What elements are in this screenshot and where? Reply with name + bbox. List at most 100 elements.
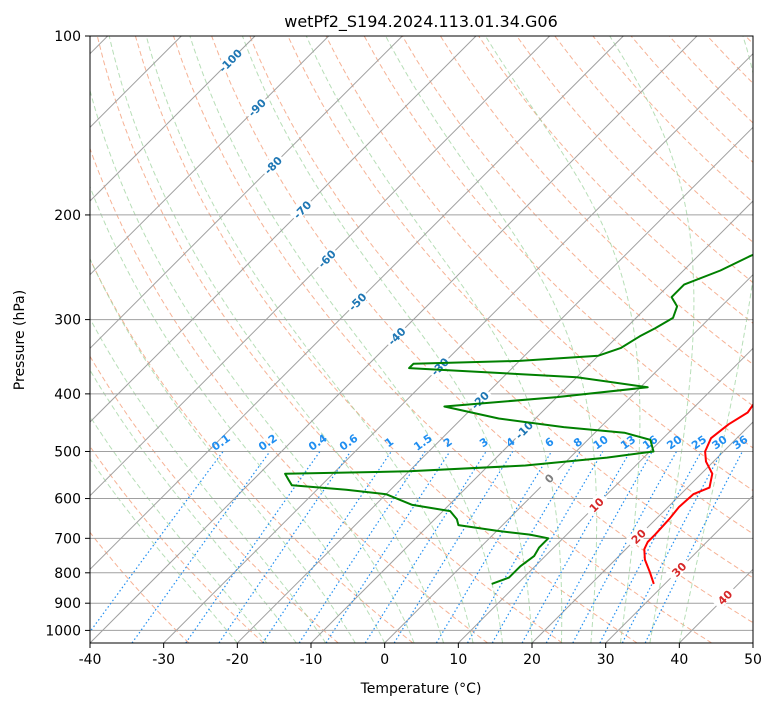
isotherm-line	[310, 200, 753, 643]
dry-adiabat	[363, 36, 753, 449]
isotherm-label-bg	[625, 523, 651, 549]
moist-adiabat	[145, 36, 474, 643]
dry-adiabat	[96, 36, 563, 643]
isotherm-label-bg	[711, 583, 737, 610]
isotherm-line	[457, 347, 753, 643]
isotherm-label-bg	[535, 465, 562, 491]
moist-adiabat	[90, 415, 268, 643]
isotherm-label: -100	[216, 46, 245, 75]
moist-adiabat	[90, 185, 386, 643]
isotherm-label-bg	[344, 288, 370, 314]
mixing-ratio-label: 36	[730, 433, 750, 453]
dry-adiabat	[554, 36, 753, 243]
isotherm-label-bg	[582, 491, 609, 517]
isotherm-line	[531, 421, 753, 643]
x-tick-label: 30	[597, 652, 615, 668]
x-tick-label: -40	[79, 652, 102, 668]
y-tick-label: 400	[54, 387, 81, 403]
dry-adiabat	[325, 36, 753, 492]
x-tick-label: 0	[380, 652, 389, 668]
mixing-ratio-label: 0.2	[256, 432, 279, 454]
dry-adiabat	[134, 36, 638, 643]
isotherm-line	[605, 494, 753, 643]
mixing-ratio-line	[218, 451, 352, 643]
moist-adiabat	[305, 36, 563, 643]
moist-adiabat	[678, 36, 753, 643]
y-tick-label: 600	[54, 492, 81, 508]
x-axis-title: Temperature (°C)	[360, 681, 482, 697]
isotherm-line	[236, 126, 753, 643]
background-lines	[90, 36, 753, 643]
dry-adiabat	[478, 36, 753, 324]
dry-adiabat	[249, 36, 753, 579]
isotherm-label-bg	[313, 245, 339, 271]
isotherm-label-bg	[243, 94, 269, 120]
dry-adiabat	[516, 36, 753, 284]
isotherm-line	[90, 36, 551, 497]
x-tick-label: -30	[152, 652, 175, 668]
dry-adiabat	[90, 147, 488, 643]
mixing-ratio-line	[185, 451, 321, 643]
dry-adiabat	[211, 36, 753, 624]
mixing-ratio-label: 0.1	[209, 432, 232, 454]
y-tick-label: 200	[54, 208, 81, 224]
y-tick-label: 300	[54, 313, 81, 329]
mixing-ratio-line	[572, 451, 678, 643]
x-tick-label: -20	[226, 652, 249, 668]
y-axis-title: Pressure (hPa)	[12, 290, 28, 390]
x-tick-label: 20	[523, 652, 541, 668]
dry-adiabat	[90, 258, 414, 643]
dry-adiabat	[401, 36, 753, 407]
mixing-ratio-line	[599, 451, 702, 643]
isotherm-line	[90, 36, 330, 276]
x-tick-label: 40	[670, 652, 688, 668]
temperature-line	[643, 403, 753, 585]
y-tick-label: 500	[54, 444, 81, 460]
isotherm-line	[90, 36, 403, 350]
moist-adiabat	[90, 317, 327, 643]
moist-adiabat	[385, 36, 598, 643]
y-tick-label: 800	[54, 566, 81, 582]
mixing-ratio-line	[466, 451, 581, 643]
mixing-ratio-line	[131, 451, 271, 643]
mixing-ratio-line	[545, 451, 653, 643]
isotherm-line	[90, 36, 624, 571]
mixing-ratio-line	[364, 451, 487, 643]
profile-lines	[284, 253, 753, 585]
isotherm-label-bg	[383, 322, 409, 349]
isotherm-line	[678, 568, 753, 643]
mixing-ratio-label: 1	[382, 435, 396, 450]
moist-adiabat	[108, 36, 445, 643]
dry-adiabat	[706, 36, 753, 84]
mixing-ratio-label: 3	[477, 435, 491, 450]
dewpoint-line	[284, 253, 753, 585]
mixing-ratio-label: 6	[543, 435, 557, 450]
dry-adiabat	[173, 36, 712, 643]
dry-adiabat	[90, 355, 339, 643]
isotherm-label-bg	[665, 556, 692, 582]
mixing-ratio-line	[325, 451, 451, 643]
dry-adiabat	[90, 445, 264, 643]
y-tick-label: 900	[54, 596, 81, 612]
x-tick-label: 50	[744, 652, 762, 668]
mixing-ratio-line	[435, 451, 553, 643]
isotherm-label-bg	[259, 151, 286, 178]
moist-adiabat	[90, 457, 238, 643]
mixing-ratio-label: 1.5	[411, 432, 434, 454]
plot-frame	[89, 35, 754, 644]
moist-adiabat	[609, 36, 695, 643]
dry-adiabat	[592, 36, 753, 203]
dry-adiabat	[90, 531, 190, 643]
isotherm-label-bg	[426, 353, 452, 379]
y-tick-label: 700	[54, 531, 81, 547]
isotherm-line	[384, 273, 753, 643]
chart-title: wetPf2_S194.2024.113.01.34.G06	[284, 12, 558, 32]
mixing-ratio-line	[298, 451, 426, 643]
x-tick-label: 10	[449, 652, 467, 668]
isotherm-label-bg	[288, 196, 315, 222]
dry-adiabat	[287, 36, 753, 535]
mixing-ratio-line	[90, 451, 224, 633]
moist-adiabat	[484, 36, 641, 643]
y-tick-label: 100	[54, 29, 81, 45]
